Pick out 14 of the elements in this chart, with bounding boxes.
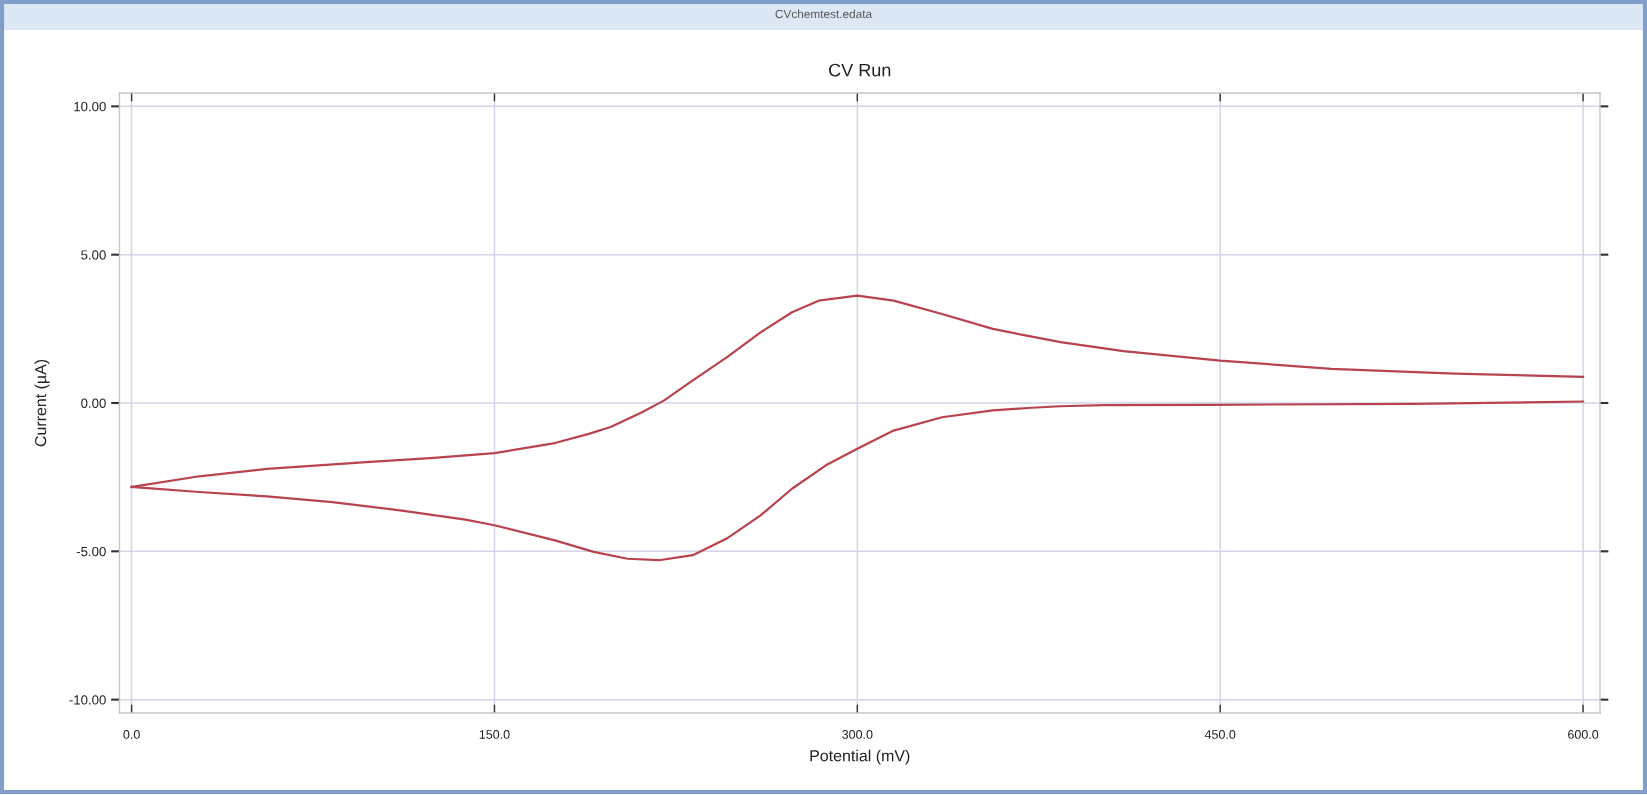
x-tick-label: 150.0 — [479, 730, 510, 739]
y-tick-label: -5.00 — [76, 546, 106, 557]
y-axis-title: Current (µA) — [34, 359, 50, 447]
y-tick-label: -10.00 — [69, 695, 106, 705]
y-tick-label: 5.00 — [81, 250, 106, 260]
chart-title: CV Run — [829, 63, 891, 77]
y-tick-label: 0.00 — [81, 398, 106, 408]
y-tick-label: 10.00 — [74, 101, 106, 112]
x-tick-label: 300.0 — [842, 730, 873, 739]
text: CVchemtest.edata — [775, 9, 873, 19]
x-tick-label: 450.0 — [1204, 730, 1236, 739]
x-axis-title: Potential (mV) — [810, 749, 910, 765]
x-tick-label: 600.0 — [1568, 730, 1599, 739]
x-tick-label: 0.0 — [123, 730, 140, 739]
